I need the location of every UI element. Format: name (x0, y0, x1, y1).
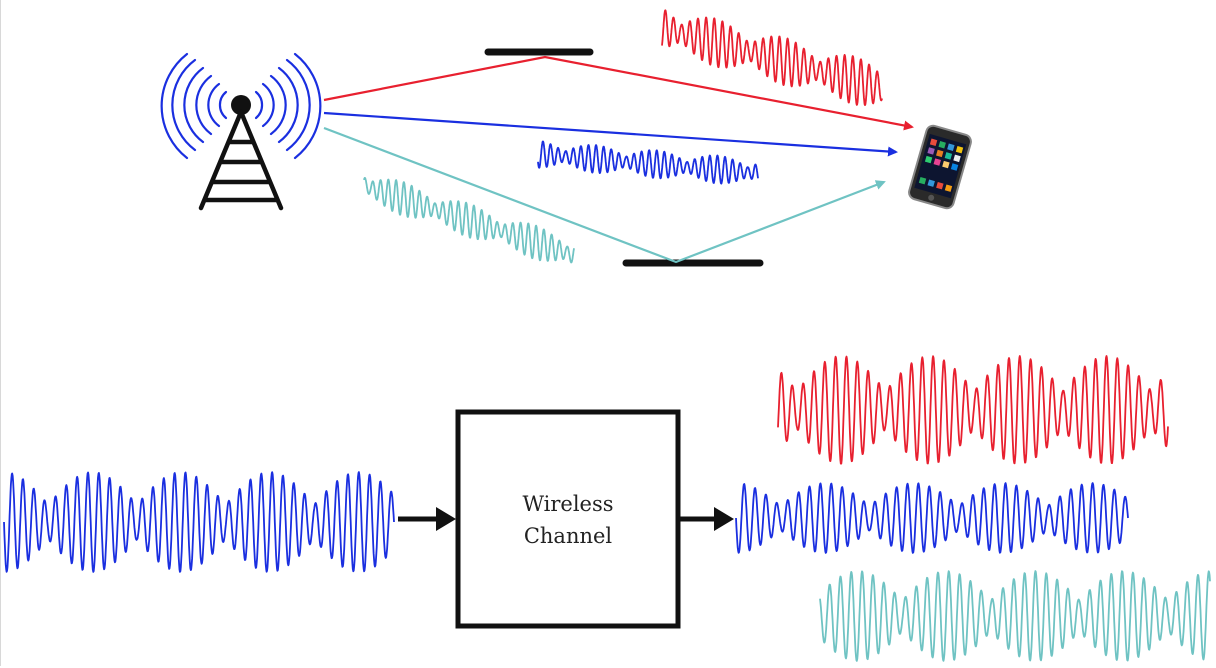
channel-label: Wireless Channel (458, 488, 678, 552)
input-wave (3, 471, 395, 573)
input-arrow (398, 507, 456, 531)
teal-output-wave (819, 570, 1211, 662)
red-output-wave (777, 355, 1169, 465)
reflected-path-bottom (323, 126, 886, 264)
radio-tower-icon (160, 52, 322, 211)
signal-waveforms (3, 9, 1211, 662)
teal-echo-wave-top (363, 177, 575, 264)
output-arrow (680, 507, 734, 531)
smartphone-icon (908, 124, 972, 210)
channel-label-line1: Wireless (522, 492, 614, 516)
direct-path (323, 111, 898, 157)
wireless-channel-box (455, 409, 681, 629)
blue-output-wave (735, 482, 1129, 554)
blue-direct-wave-top (537, 140, 759, 185)
channel-label-line2: Channel (523, 524, 613, 548)
red-echo-wave-top (661, 9, 883, 106)
reflected-path-top (323, 55, 914, 131)
